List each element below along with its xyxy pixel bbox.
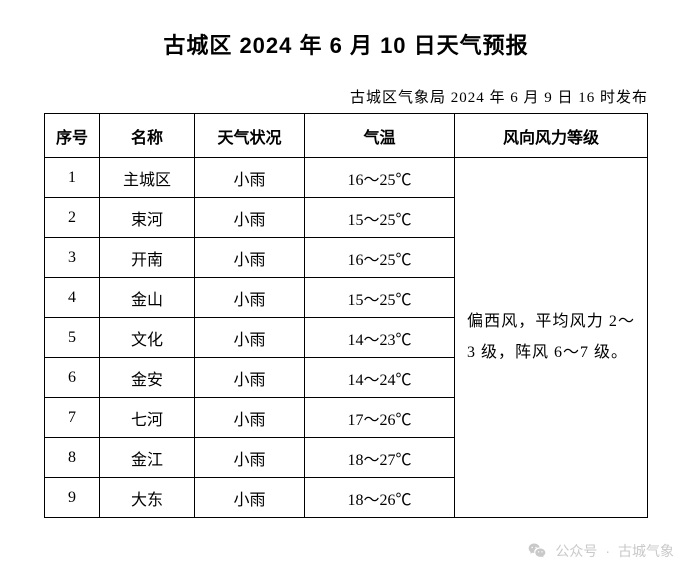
watermark-account-label: 公众号 (555, 541, 597, 561)
cell-name: 主城区 (100, 158, 195, 198)
cell-index: 7 (45, 398, 100, 438)
cell-index: 9 (45, 478, 100, 518)
cell-condition: 小雨 (195, 198, 305, 238)
publisher-line: 古城区气象局 2024 年 6 月 9 日 16 时发布 (44, 86, 648, 107)
cell-temp: 18～27℃ (305, 438, 455, 478)
cell-condition: 小雨 (195, 358, 305, 398)
col-header-wind: 风向风力等级 (455, 114, 648, 158)
cell-temp: 14～23℃ (305, 318, 455, 358)
cell-name: 开南 (100, 238, 195, 278)
col-header-name: 名称 (100, 114, 195, 158)
watermark-account-name: 古城气象 (618, 541, 674, 561)
page: 古城区 2024 年 6 月 10 日天气预报 古城区气象局 2024 年 6 … (0, 0, 692, 518)
cell-name: 七河 (100, 398, 195, 438)
cell-condition: 小雨 (195, 278, 305, 318)
wechat-watermark: 公众号 · 古城气象 (527, 541, 674, 561)
cell-condition: 小雨 (195, 478, 305, 518)
cell-condition: 小雨 (195, 398, 305, 438)
cell-index: 1 (45, 158, 100, 198)
cell-condition: 小雨 (195, 318, 305, 358)
cell-index: 6 (45, 358, 100, 398)
cell-condition: 小雨 (195, 158, 305, 198)
watermark-separator: · (605, 543, 610, 559)
cell-temp: 15～25℃ (305, 278, 455, 318)
cell-index: 3 (45, 238, 100, 278)
cell-index: 8 (45, 438, 100, 478)
cell-index: 2 (45, 198, 100, 238)
cell-temp: 16～25℃ (305, 238, 455, 278)
cell-name: 金山 (100, 278, 195, 318)
cell-name: 金安 (100, 358, 195, 398)
cell-temp: 14～24℃ (305, 358, 455, 398)
cell-temp: 15～25℃ (305, 198, 455, 238)
wechat-icon (527, 541, 547, 561)
col-header-condition: 天气状况 (195, 114, 305, 158)
forecast-table: 序号 名称 天气状况 气温 风向风力等级 1 主城区 小雨 16～25℃ 偏西风… (44, 113, 648, 518)
cell-name: 束河 (100, 198, 195, 238)
cell-name: 金江 (100, 438, 195, 478)
cell-temp: 16～25℃ (305, 158, 455, 198)
cell-temp: 17～26℃ (305, 398, 455, 438)
cell-wind: 偏西风，平均风力 2～3 级，阵风 6～7 级。 (455, 158, 648, 518)
cell-temp: 18～26℃ (305, 478, 455, 518)
table-body: 1 主城区 小雨 16～25℃ 偏西风，平均风力 2～3 级，阵风 6～7 级。… (45, 158, 648, 518)
cell-condition: 小雨 (195, 438, 305, 478)
cell-condition: 小雨 (195, 238, 305, 278)
col-header-temp: 气温 (305, 114, 455, 158)
table-row: 1 主城区 小雨 16～25℃ 偏西风，平均风力 2～3 级，阵风 6～7 级。 (45, 158, 648, 198)
cell-index: 5 (45, 318, 100, 358)
cell-name: 大东 (100, 478, 195, 518)
cell-name: 文化 (100, 318, 195, 358)
page-title: 古城区 2024 年 6 月 10 日天气预报 (44, 28, 648, 60)
cell-index: 4 (45, 278, 100, 318)
col-header-index: 序号 (45, 114, 100, 158)
table-header-row: 序号 名称 天气状况 气温 风向风力等级 (45, 114, 648, 158)
